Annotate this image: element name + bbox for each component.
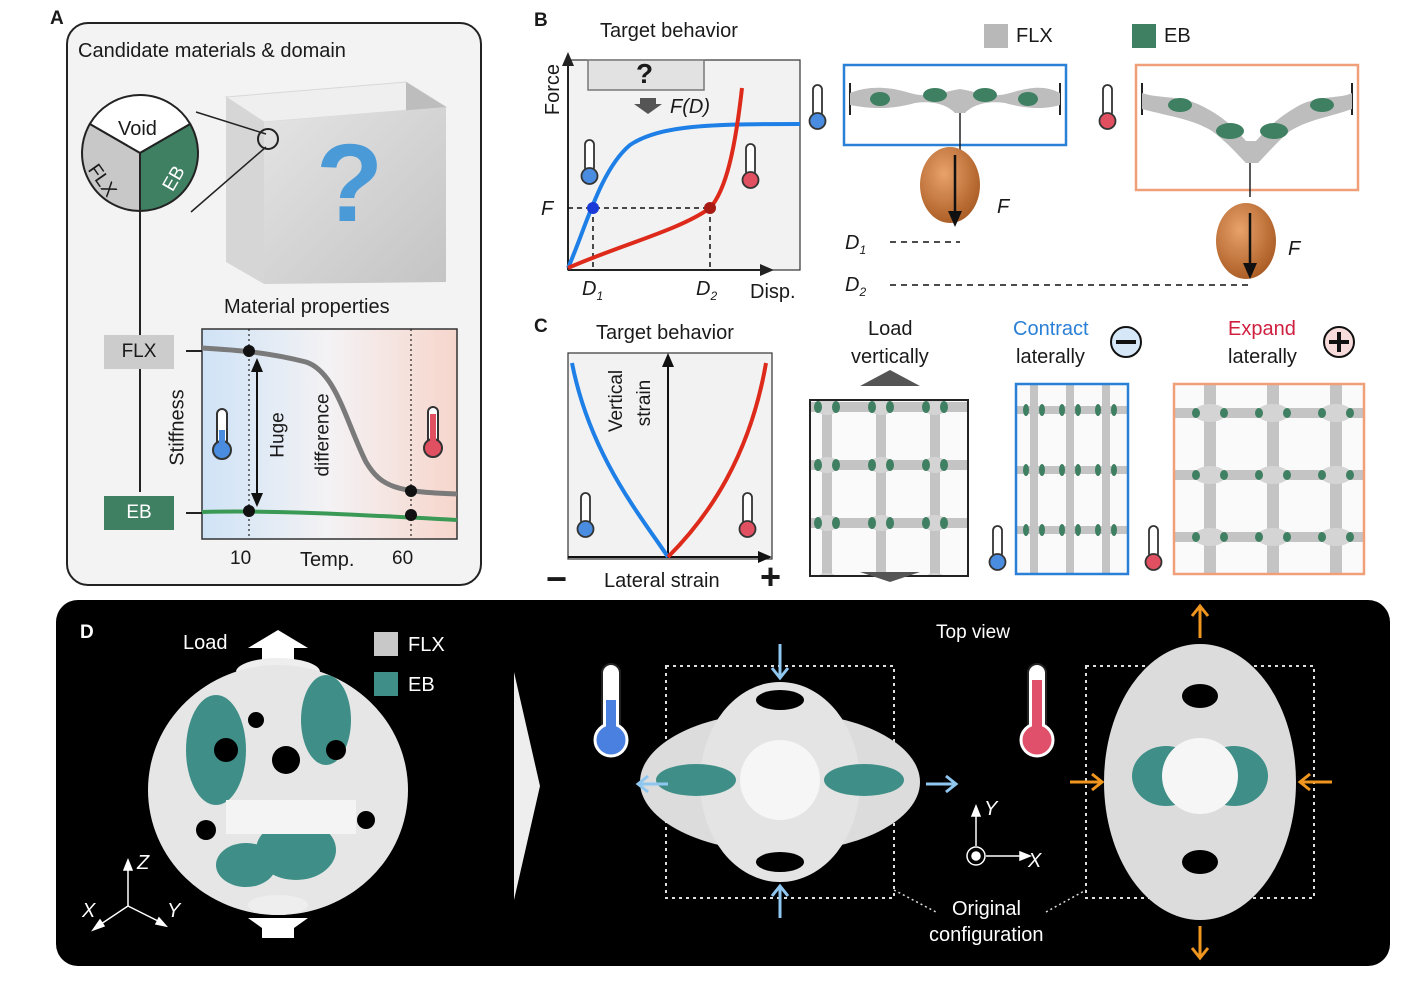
- contract-label-2: laterally: [1016, 346, 1085, 368]
- d2-right-label: D2: [845, 274, 867, 299]
- plus-circle-icon: [1323, 326, 1355, 358]
- hot-egg-force-label: F: [1288, 238, 1301, 260]
- axis-y-left: Y: [167, 900, 181, 922]
- xtick-10: 10: [230, 548, 252, 569]
- eb-legend-swatch: [1132, 24, 1156, 48]
- contract-label-1: Contract: [1013, 318, 1089, 340]
- expand-label-2: laterally: [1228, 346, 1297, 368]
- load-lattice: [809, 399, 969, 577]
- axis-x-left: X: [82, 900, 96, 922]
- thermometer-cold-d: [593, 663, 629, 758]
- d1-right-label: D1: [845, 232, 867, 257]
- force-function-label: F(D): [670, 96, 710, 118]
- force-axis-label: Force: [542, 63, 565, 116]
- flx-legend-label-d: FLX: [408, 634, 445, 656]
- minus-circle-icon: [1110, 326, 1142, 358]
- cold-force-curve: [566, 122, 801, 269]
- material-pie: [81, 94, 199, 213]
- hot-beam-frame: [1134, 63, 1360, 192]
- original-label-1: Original: [952, 898, 1021, 920]
- hot-thermometer-icon: [738, 492, 757, 538]
- minus-sign: −: [546, 558, 568, 599]
- flx-tag: FLX: [104, 335, 174, 369]
- axis-x-top: X: [1028, 850, 1042, 872]
- flx-legend-swatch-d: [374, 632, 398, 656]
- panel-c-title: Target behavior: [596, 322, 734, 344]
- hot-thermometer-icon: [1098, 84, 1117, 130]
- hot-thermometer-icon: [423, 406, 443, 458]
- panel-c-lattices: [809, 326, 1366, 582]
- panel-letter-d: D: [80, 622, 94, 643]
- panel-a-title: Candidate materials & domain: [78, 40, 346, 62]
- cold-strain-curve: [570, 362, 670, 559]
- axis-z-left: Z: [137, 852, 150, 874]
- vertical-strain-label-1: Vertical: [606, 369, 628, 433]
- panel-b-force-plot: [562, 52, 801, 276]
- d2-label: D2: [696, 278, 718, 303]
- contract-lattice: [1014, 382, 1130, 576]
- vertical-strain-label-2: strain: [634, 379, 656, 427]
- flx-legend-label: FLX: [1016, 25, 1053, 47]
- load-label-2: vertically: [851, 346, 929, 368]
- axis-y-top: Y: [984, 798, 998, 820]
- cube-question-mark: ?: [316, 122, 384, 245]
- hot-strain-curve: [666, 362, 768, 559]
- panel-c-strain-plot: [567, 352, 773, 563]
- cold-thermometer-icon: [212, 408, 232, 460]
- cold-arrows: [635, 644, 959, 918]
- beam-question-mark: ?: [636, 58, 654, 89]
- expand-label-1: Expand: [1228, 318, 1296, 340]
- eb-legend-label-d: EB: [408, 674, 435, 696]
- stiffness-axis-label: Stiffness: [166, 389, 189, 466]
- top-view-label: Top view: [936, 622, 1010, 643]
- cold-thermometer-icon: [988, 525, 1007, 571]
- design-domain-cube: [224, 81, 448, 284]
- panel-a-graphics: [81, 81, 458, 540]
- cold-thermometer-icon: [580, 139, 599, 185]
- structure-top-hot: [1104, 644, 1296, 920]
- pie-label-void: Void: [118, 118, 157, 140]
- axes-top-view: [966, 803, 1033, 866]
- load-label: Load: [183, 632, 228, 654]
- panel-b-title: Target behavior: [600, 20, 738, 42]
- eb-legend-swatch-d: [374, 672, 398, 696]
- flx-legend-swatch: [984, 24, 1008, 48]
- cold-thermometer-icon: [576, 492, 595, 538]
- huge-label: Huge: [267, 412, 289, 458]
- expand-lattice: [1172, 382, 1366, 576]
- panel-d-graphics: [91, 603, 1332, 961]
- difference-label: difference: [312, 393, 334, 477]
- panel-letter-b: B: [534, 10, 548, 31]
- eb-legend-label: EB: [1164, 25, 1191, 47]
- panel-letter-c: C: [534, 316, 548, 337]
- load-label-1: Load: [868, 318, 913, 340]
- d1-label: D1: [582, 278, 604, 303]
- disp-axis-label: Disp.: [750, 281, 796, 303]
- panel-letter-a: A: [50, 8, 64, 29]
- cold-egg-force-label: F: [997, 196, 1010, 218]
- hot-thermometer-icon: [1144, 525, 1163, 571]
- properties-title: Material properties: [224, 296, 390, 318]
- panel-b-beam-illustration: [808, 63, 1360, 286]
- hot-thermometer-icon: [741, 143, 760, 189]
- lateral-strain-label: Lateral strain: [604, 570, 720, 592]
- cold-thermometer-icon: [808, 84, 827, 130]
- thermometer-hot-d: [1019, 663, 1055, 758]
- plus-sign: +: [760, 556, 782, 597]
- eb-tag: EB: [104, 496, 174, 530]
- hot-arrows: [1070, 603, 1332, 961]
- xtick-60: 60: [392, 548, 414, 569]
- stiffness-plot-area: [201, 328, 458, 540]
- original-label-2: configuration: [929, 924, 1044, 946]
- structure-top-cold: [640, 682, 920, 882]
- structure-3d: [148, 630, 408, 938]
- temp-axis-label: Temp.: [300, 549, 355, 571]
- f-axis-label: F: [541, 198, 554, 220]
- axes-3d-left: [91, 857, 169, 932]
- eb-stiffness-curve: [201, 509, 458, 522]
